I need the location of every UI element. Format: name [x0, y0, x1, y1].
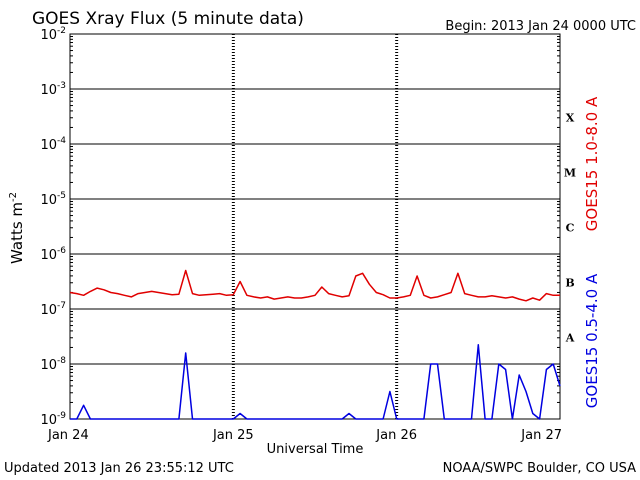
y-axis-label-exponent: -2: [8, 192, 19, 202]
y-tick-label: 10-8: [40, 356, 66, 373]
x-tick-label: Jan 25: [212, 428, 254, 443]
y-tick-base: 10: [40, 413, 57, 428]
flare-class-m: M: [564, 167, 576, 180]
y-tick-base: 10: [40, 358, 57, 373]
legend-long-channel: GOES15 1.0-8.0 A: [583, 96, 601, 231]
x-axis-label: Universal Time: [267, 442, 364, 457]
y-tick-exponent: -9: [57, 411, 66, 421]
y-tick-label: 10-5: [40, 191, 66, 208]
flare-class-x: X: [566, 112, 575, 125]
x-tick-label: Jan 27: [520, 428, 562, 443]
y-tick-label: 10-7: [40, 301, 66, 318]
flare-class-c: C: [566, 222, 575, 235]
grid-lines: [70, 34, 560, 419]
y-tick-label: 10-9: [40, 411, 66, 428]
y-tick-exponent: -6: [57, 246, 66, 256]
y-tick-label: 10-4: [40, 136, 66, 153]
y-tick-exponent: -2: [57, 26, 66, 36]
series-lines: [69, 269, 561, 420]
plot-border: [69, 33, 561, 420]
y-tick-base: 10: [40, 138, 57, 153]
y-tick-label: 10-6: [40, 246, 66, 263]
y-tick-base: 10: [40, 28, 57, 43]
y-tick-base: 10: [40, 193, 57, 208]
y-tick-exponent: -7: [57, 301, 66, 311]
x-tick-labels: Jan 24 Jan 25 Jan 26 Jan 27: [47, 428, 562, 443]
y-axis-label-base: Watts m: [8, 202, 26, 264]
y-tick-label: 10-3: [40, 81, 66, 98]
y-tick-base: 10: [40, 303, 57, 318]
source-credit: NOAA/SWPC Boulder, CO USA: [443, 461, 636, 476]
legend-short-channel: GOES15 0.5-4.0 A: [583, 273, 601, 408]
y-tick-base: 10: [40, 83, 57, 98]
begin-label: Begin: 2013 Jan 24 0000 UTC: [445, 19, 636, 34]
flare-class-b: B: [565, 277, 574, 290]
y-tick-exponent: -3: [57, 81, 66, 91]
y-tick-label: 10-2: [40, 26, 66, 43]
flare-class-labels: X M C B A: [564, 112, 576, 345]
y-tick-labels: 10-210-310-410-510-610-710-810-9: [40, 26, 66, 428]
y-tick-exponent: -5: [57, 191, 66, 201]
y-tick-marks: [70, 33, 560, 420]
flare-class-a: A: [565, 332, 575, 345]
y-tick-exponent: -8: [57, 356, 66, 366]
plot-area: [69, 33, 561, 420]
x-tick-label: Jan 24: [47, 428, 89, 443]
y-axis-label: Watts m-2: [8, 192, 26, 264]
y-tick-exponent: -4: [57, 136, 66, 146]
chart-title: GOES Xray Flux (5 minute data): [32, 9, 304, 29]
y-tick-base: 10: [40, 248, 57, 263]
x-tick-label: Jan 26: [375, 428, 417, 443]
series-line-0: [69, 269, 560, 302]
series-line-1: [70, 344, 561, 420]
updated-timestamp: Updated 2013 Jan 26 23:55:12 UTC: [4, 461, 234, 476]
